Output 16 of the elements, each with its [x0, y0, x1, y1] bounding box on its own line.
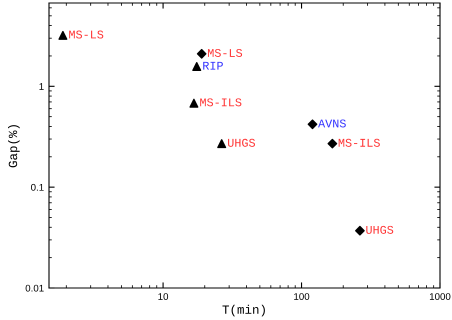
y-axis-title: Gap(%) [8, 125, 20, 168]
annotation: UHGS [366, 226, 394, 234]
annotation: MS-ILS [200, 98, 242, 106]
annotation: MS-LS [208, 48, 242, 57]
y-tick-label: 0.1 [31, 184, 44, 191]
x-tick-label: 1000 [430, 293, 450, 300]
x-tick-label: 100 [294, 293, 310, 300]
y-tick-label: 1 [39, 83, 44, 90]
annotation: MS-LS [69, 30, 104, 39]
annotation: MS-ILS [338, 138, 380, 147]
annotation: AVNS [318, 119, 346, 128]
annotation: UHGS [228, 138, 255, 147]
y-tick-label: 0.01 [26, 284, 44, 292]
x-axis-title: T(min) [222, 304, 265, 316]
x-tick-label: 10 [158, 293, 168, 300]
annotation: RIP [203, 62, 223, 70]
